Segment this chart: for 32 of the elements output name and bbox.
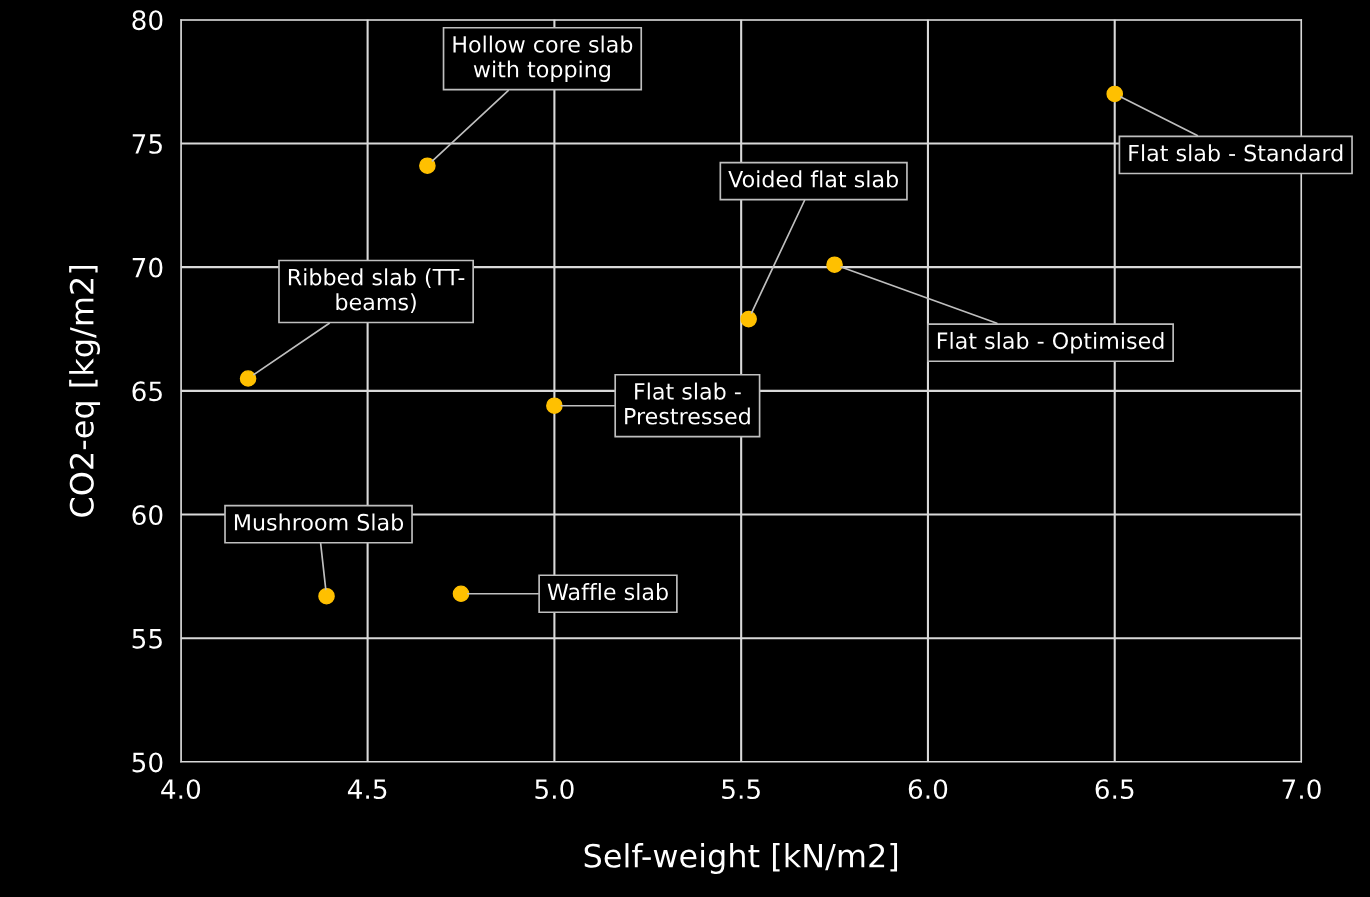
- annotation: Flat slab - Standard: [1129, 144, 1343, 162]
- x-tick-label: 6.0: [908, 779, 948, 800]
- point: [452, 585, 470, 603]
- x-tick-label: 4.5: [347, 779, 387, 800]
- annotation: Ribbed slab (TT- beams): [288, 268, 465, 313]
- annotation: Hollow core slab with topping: [453, 35, 633, 82]
- annotation: Flat slab - Prestressed: [625, 382, 750, 425]
- point: [419, 157, 436, 175]
- y-tick-label: 50: [132, 752, 163, 773]
- point: [239, 370, 257, 387]
- annotation: Waffle slab: [547, 583, 668, 601]
- annotation: Voided flat slab: [728, 170, 898, 188]
- point: [1106, 85, 1124, 103]
- y-tick-label: 80: [132, 10, 163, 31]
- annotation: Flat slab - Optimised: [937, 331, 1164, 354]
- point: [740, 310, 757, 328]
- x-tick-label: 6.5: [1095, 779, 1134, 800]
- y-tick-label: 75: [132, 134, 162, 154]
- y-tick-label: 60: [132, 505, 163, 525]
- point: [546, 397, 563, 415]
- x-tick-label: 5.0: [535, 779, 574, 800]
- y-tick-label: 65: [132, 381, 162, 402]
- y-tick-label: 55: [132, 629, 162, 649]
- point: [318, 587, 335, 605]
- x-axis-title: Self-weight [kN/m2]: [584, 843, 898, 875]
- x-tick-label: 7.0: [1282, 779, 1321, 800]
- x-tick-label: 4.0: [161, 779, 201, 800]
- annotation: Mushroom Slab: [234, 513, 404, 531]
- x-tick-label: 5.5: [722, 779, 760, 800]
- y-axis-title: CO2-eq [kg/m2]: [69, 265, 101, 517]
- point: [826, 256, 843, 273]
- y-tick-label: 70: [132, 257, 163, 278]
